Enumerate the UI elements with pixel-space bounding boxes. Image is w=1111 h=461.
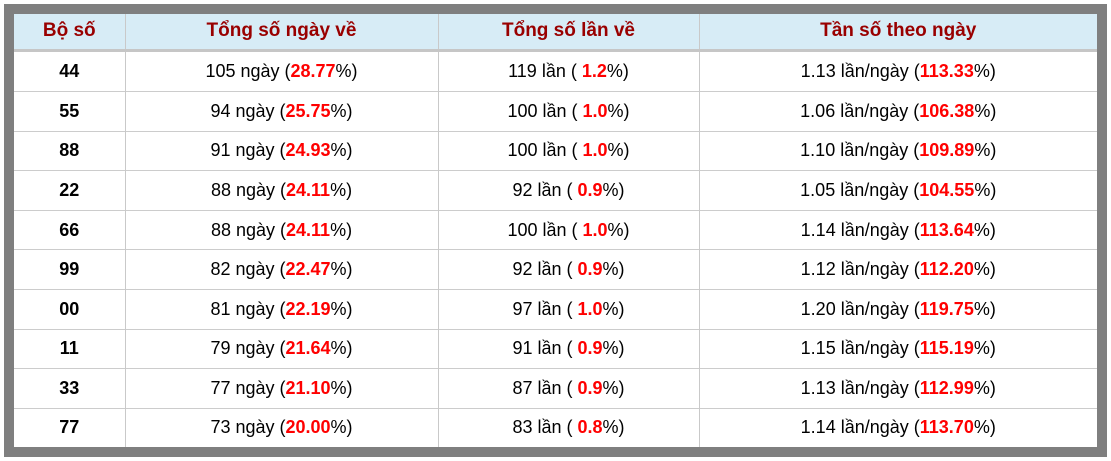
percent-value: 115.19 xyxy=(919,338,974,359)
total-times-cell: 100 lần ( 1.0%) xyxy=(437,90,699,132)
total-times-cell: 100 lần ( 1.0%) xyxy=(437,209,699,250)
percent-value: 0.9 xyxy=(577,179,603,200)
lottery-pair-statistics-table: Bộ số Tổng số ngày về Tổng số lần về Tần… xyxy=(14,14,1097,447)
pair-number-cell: 00 xyxy=(14,288,125,330)
percent-value: 24.11 xyxy=(286,219,331,240)
daily-frequency-cell: 1.05 lần/ngày (104.55%) xyxy=(698,170,1097,211)
col-header-daily-frequency: Tần số theo ngày xyxy=(698,14,1097,52)
pair-number-cell: 88 xyxy=(14,130,125,171)
total-times-cell: 97 lần ( 1.0%) xyxy=(437,288,699,330)
daily-frequency-cell: 1.10 lần/ngày (109.89%) xyxy=(698,130,1097,171)
total-days-cell: 88 ngày (24.11%) xyxy=(124,209,438,250)
percent-value: 1.0 xyxy=(577,298,603,319)
table-row: 77 73 ngày (20.00%) 83 lần ( 0.8%) 1.14 … xyxy=(14,407,1097,447)
col-header-pair: Bộ số xyxy=(14,14,125,52)
percent-value: 25.75 xyxy=(285,100,331,121)
percent-value: 0.8 xyxy=(577,417,603,438)
table-row: 66 88 ngày (24.11%) 100 lần ( 1.0%) 1.14… xyxy=(14,209,1097,250)
total-days-cell: 91 ngày (24.93%) xyxy=(124,130,438,171)
header-row: Bộ số Tổng số ngày về Tổng số lần về Tần… xyxy=(14,14,1097,52)
total-times-cell: 92 lần ( 0.9%) xyxy=(437,170,699,211)
daily-frequency-cell: 1.14 lần/ngày (113.70%) xyxy=(698,407,1097,447)
pair-number-cell: 11 xyxy=(14,328,125,369)
pair-number-cell: 77 xyxy=(14,407,125,447)
col-header-total-times: Tổng số lần về xyxy=(437,14,699,52)
total-days-cell: 81 ngày (22.19%) xyxy=(124,288,438,330)
percent-value: 109.89 xyxy=(919,140,975,161)
total-times-cell: 119 lần ( 1.2%) xyxy=(437,50,699,92)
pair-number-cell: 99 xyxy=(14,249,125,290)
total-times-cell: 91 lần ( 0.9%) xyxy=(437,328,699,369)
table-row: 22 88 ngày (24.11%) 92 lần ( 0.9%) 1.05 … xyxy=(14,170,1097,211)
total-days-cell: 94 ngày (25.75%) xyxy=(124,90,438,132)
total-times-cell: 92 lần ( 0.9%) xyxy=(437,249,699,290)
total-times-cell: 83 lần ( 0.8%) xyxy=(437,407,699,447)
percent-value: 0.9 xyxy=(577,377,603,398)
pair-number-cell: 55 xyxy=(14,90,125,132)
total-days-cell: 82 ngày (22.47%) xyxy=(124,249,438,290)
percent-value: 24.11 xyxy=(286,179,331,200)
percent-value: 22.19 xyxy=(285,298,331,319)
percent-value: 104.55 xyxy=(919,179,975,200)
total-times-cell: 100 lần ( 1.0%) xyxy=(437,130,699,171)
daily-frequency-cell: 1.14 lần/ngày (113.64%) xyxy=(698,209,1097,250)
pair-number-cell: 44 xyxy=(59,60,80,81)
daily-frequency-cell: 1.13 lần/ngày (112.99%) xyxy=(698,368,1097,409)
table-row: 99 82 ngày (22.47%) 92 lần ( 0.9%) 1.12 … xyxy=(14,249,1097,290)
statistics-table-frame: Bộ số Tổng số ngày về Tổng số lần về Tần… xyxy=(4,4,1107,457)
percent-value: 113.33 xyxy=(919,60,974,81)
percent-value: 113.64 xyxy=(919,219,974,240)
pair-number-cell: 22 xyxy=(14,170,125,211)
percent-value: 119.75 xyxy=(919,298,974,319)
percent-value: 1.0 xyxy=(582,100,608,121)
col-header-total-days: Tổng số ngày về xyxy=(124,14,438,52)
total-days-cell: 88 ngày (24.11%) xyxy=(124,170,438,211)
daily-frequency-cell: 1.15 lần/ngày (115.19%) xyxy=(698,328,1097,369)
table-row: 44 105 ngày (28.77%) 119 lần ( 1.2%) 1.1… xyxy=(14,50,1097,92)
total-days-cell: 79 ngày (21.64%) xyxy=(124,328,438,369)
table-body: 44 105 ngày (28.77%) 119 lần ( 1.2%) 1.1… xyxy=(14,50,1097,447)
daily-frequency-cell: 1.13 lần/ngày (113.33%) xyxy=(698,50,1097,92)
percent-value: 20.00 xyxy=(285,417,331,438)
pair-number-cell: 33 xyxy=(14,368,125,409)
percent-value: 112.99 xyxy=(919,377,974,398)
total-days-cell: 77 ngày (21.10%) xyxy=(124,368,438,409)
table-row: 88 91 ngày (24.93%) 100 lần ( 1.0%) 1.10… xyxy=(14,130,1097,171)
percent-value: 112.20 xyxy=(919,259,974,280)
total-times-cell: 87 lần ( 0.9%) xyxy=(437,368,699,409)
percent-value: 1.0 xyxy=(582,219,608,240)
daily-frequency-cell: 1.20 lần/ngày (119.75%) xyxy=(698,288,1097,330)
percent-value: 21.10 xyxy=(285,377,331,398)
daily-frequency-cell: 1.12 lần/ngày (112.20%) xyxy=(698,249,1097,290)
table-row: 11 79 ngày (21.64%) 91 lần ( 0.9%) 1.15 … xyxy=(14,328,1097,369)
percent-value: 22.47 xyxy=(285,259,331,280)
table-row: 33 77 ngày (21.10%) 87 lần ( 0.9%) 1.13 … xyxy=(14,368,1097,409)
percent-value: 113.70 xyxy=(919,417,974,438)
percent-value: 0.9 xyxy=(577,259,603,280)
percent-value: 106.38 xyxy=(919,100,975,121)
percent-value: 21.64 xyxy=(285,338,331,359)
table-row: 55 94 ngày (25.75%) 100 lần ( 1.0%) 1.06… xyxy=(14,90,1097,132)
total-days-cell: 73 ngày (20.00%) xyxy=(124,407,438,447)
daily-frequency-cell: 1.06 lần/ngày (106.38%) xyxy=(698,90,1097,132)
total-days-cell: 105 ngày (28.77%) xyxy=(124,50,438,92)
percent-value: 28.77 xyxy=(290,60,336,81)
percent-value: 1.2 xyxy=(581,60,607,81)
percent-value: 0.9 xyxy=(577,338,603,359)
percent-value: 24.93 xyxy=(285,140,331,161)
percent-value: 1.0 xyxy=(582,140,608,161)
pair-number-cell: 66 xyxy=(14,209,125,250)
table-row: 00 81 ngày (22.19%) 97 lần ( 1.0%) 1.20 … xyxy=(14,288,1097,330)
